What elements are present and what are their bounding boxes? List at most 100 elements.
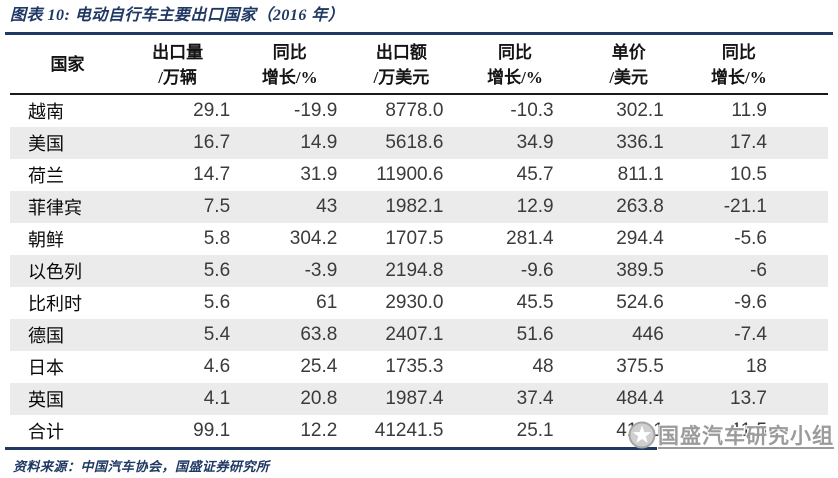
value-cell: 8778.0 (385, 100, 444, 121)
value-cell: 29.1 (193, 100, 231, 121)
table-row: 英国 4.1 20.8 1987.4 37.4 484.4 13.7 (10, 383, 828, 415)
value-cell: 2407.1 (385, 324, 444, 345)
top-divider (5, 32, 833, 35)
value-cell: -5.6 (734, 228, 767, 249)
table-row: 德国 5.4 63.8 2407.1 51.6 446 -7.4 (10, 319, 828, 351)
value-cell: 375.5 (616, 356, 664, 377)
value-cell: 304.2 (289, 228, 338, 249)
column-header-label: 国家 (50, 55, 85, 74)
column-header-country: 国家 (10, 36, 125, 95)
export-table: 国家 出口量 /万辆 同比 增长/% 出口额 /万美元 同比 增长/% (10, 36, 828, 447)
value-cell: 45.5 (516, 292, 554, 313)
table-row: 朝鲜 5.8 304.2 1707.5 281.4 294.4 -5.6 (10, 223, 828, 255)
column-header-label: 同比 (498, 42, 533, 62)
table-header-row: 国家 出口量 /万辆 同比 增长/% 出口额 /万美元 同比 增长/% (10, 36, 828, 95)
column-header-volume-yoy: 同比 增长/% (242, 36, 360, 95)
value-cell: 34.9 (516, 132, 554, 153)
value-cell: 336.1 (616, 132, 664, 153)
value-cell: 2194.8 (385, 260, 444, 281)
value-cell: 61 (316, 292, 338, 313)
value-cell: 5.8 (203, 228, 231, 249)
value-cell: -21.1 (723, 196, 767, 217)
column-header-unit-price: 单价 /美元 (593, 36, 711, 95)
value-cell: 281.4 (506, 228, 554, 249)
table-row: 越南 29.1 -19.9 8778.0 -10.3 302.1 11.9 (10, 94, 828, 127)
value-cell: 41241.5 (374, 420, 444, 441)
value-cell: 5.4 (203, 324, 231, 345)
value-cell: 7.5 (203, 196, 231, 217)
value-cell: 31.9 (300, 164, 338, 185)
country-cell: 英国 (28, 390, 64, 410)
column-header-label: 同比 (721, 42, 756, 62)
country-cell: 德国 (28, 326, 64, 346)
table-row: 比利时 5.6 61 2930.0 45.5 524.6 -9.6 (10, 287, 828, 319)
country-cell: 以色列 (28, 262, 82, 282)
value-cell: 524.6 (616, 292, 664, 313)
star-circle-icon (628, 421, 656, 449)
country-cell: 日本 (28, 358, 64, 378)
column-header-export-volume: 出口量 /万辆 (125, 36, 243, 95)
column-header-unit: /美元 (609, 67, 649, 87)
value-cell: 4.6 (203, 356, 231, 377)
value-cell: 389.5 (616, 260, 664, 281)
value-cell: 11900.6 (376, 164, 444, 185)
value-cell: 11.9 (731, 100, 767, 121)
value-cell: 99.1 (193, 420, 231, 441)
value-cell: 5618.6 (385, 132, 444, 153)
column-header-value-yoy: 同比 增长/% (476, 36, 594, 95)
value-cell: -19.9 (294, 100, 338, 121)
value-cell: 48 (532, 356, 554, 377)
value-cell: 294.4 (616, 228, 664, 249)
source-note: 资料来源：中国汽车协会，国盛证券研究所 (13, 459, 270, 474)
value-cell: 5.6 (203, 292, 231, 313)
column-header-price-yoy: 同比 增长/% (710, 36, 828, 95)
country-cell: 荷兰 (28, 166, 64, 186)
value-cell: 13.7 (730, 388, 767, 409)
value-cell: 45.7 (516, 164, 554, 185)
value-cell: -9.6 (734, 292, 767, 313)
value-cell: 25.1 (516, 420, 554, 441)
value-cell: -9.6 (520, 260, 554, 281)
value-cell: 17.4 (730, 132, 767, 153)
column-header-unit: /万美元 (373, 67, 430, 87)
value-cell: 51.6 (516, 324, 554, 345)
column-header-unit: 增长/% (261, 67, 318, 87)
value-cell: 4.1 (203, 388, 231, 409)
value-cell: 446 (632, 324, 664, 345)
country-cell: 合计 (28, 422, 64, 442)
value-cell: 12.9 (516, 196, 554, 217)
value-cell: 484.4 (616, 388, 664, 409)
value-cell: -6 (750, 260, 767, 281)
figure-title: 图表 10: 电动自行车主要出口国家（2016 年） (10, 7, 345, 24)
value-cell: 25.4 (300, 356, 338, 377)
column-header-unit: 增长/% (711, 67, 767, 87)
table-body: 越南 29.1 -19.9 8778.0 -10.3 302.1 11.9 美国 16.7 14.… (10, 94, 828, 447)
column-header-label: 出口额 (375, 42, 427, 62)
column-header-unit: 增长/% (487, 67, 543, 87)
table-row: 日本 4.6 25.4 1735.3 48 375.5 18 (10, 351, 828, 383)
country-cell: 美国 (28, 134, 64, 154)
value-cell: -10.3 (510, 100, 554, 121)
table-row: 以色列 5.6 -3.9 2194.8 -9.6 389.5 -6 (10, 255, 828, 287)
value-cell: 37.4 (516, 388, 554, 409)
value-cell: -7.4 (734, 324, 767, 345)
value-cell: 1987.4 (385, 388, 444, 409)
value-cell: 1707.5 (385, 228, 444, 249)
value-cell: 1982.1 (385, 196, 444, 217)
value-cell: 263.8 (616, 196, 664, 217)
table-row: 荷兰 14.7 31.9 11900.6 45.7 811.1 10.5 (10, 159, 828, 191)
value-cell: 1735.3 (385, 356, 444, 377)
table-row: 菲律宾 7.5 43 1982.1 12.9 263.8 -21.1 (10, 191, 828, 223)
watermark-text: 国盛汽车研究小组 (658, 424, 834, 448)
value-cell: 811.1 (617, 164, 664, 185)
column-header-label: 同比 (272, 42, 307, 62)
value-cell: 5.6 (203, 260, 231, 281)
value-cell: 16.7 (193, 132, 231, 153)
column-header-label: 单价 (611, 42, 646, 62)
country-cell: 越南 (28, 102, 64, 122)
value-cell: 18 (745, 356, 767, 377)
column-header-export-value: 出口额 /万美元 (359, 36, 477, 95)
value-cell: 10.5 (730, 164, 767, 185)
country-cell: 比利时 (28, 294, 82, 314)
bottom-divider (5, 447, 833, 450)
